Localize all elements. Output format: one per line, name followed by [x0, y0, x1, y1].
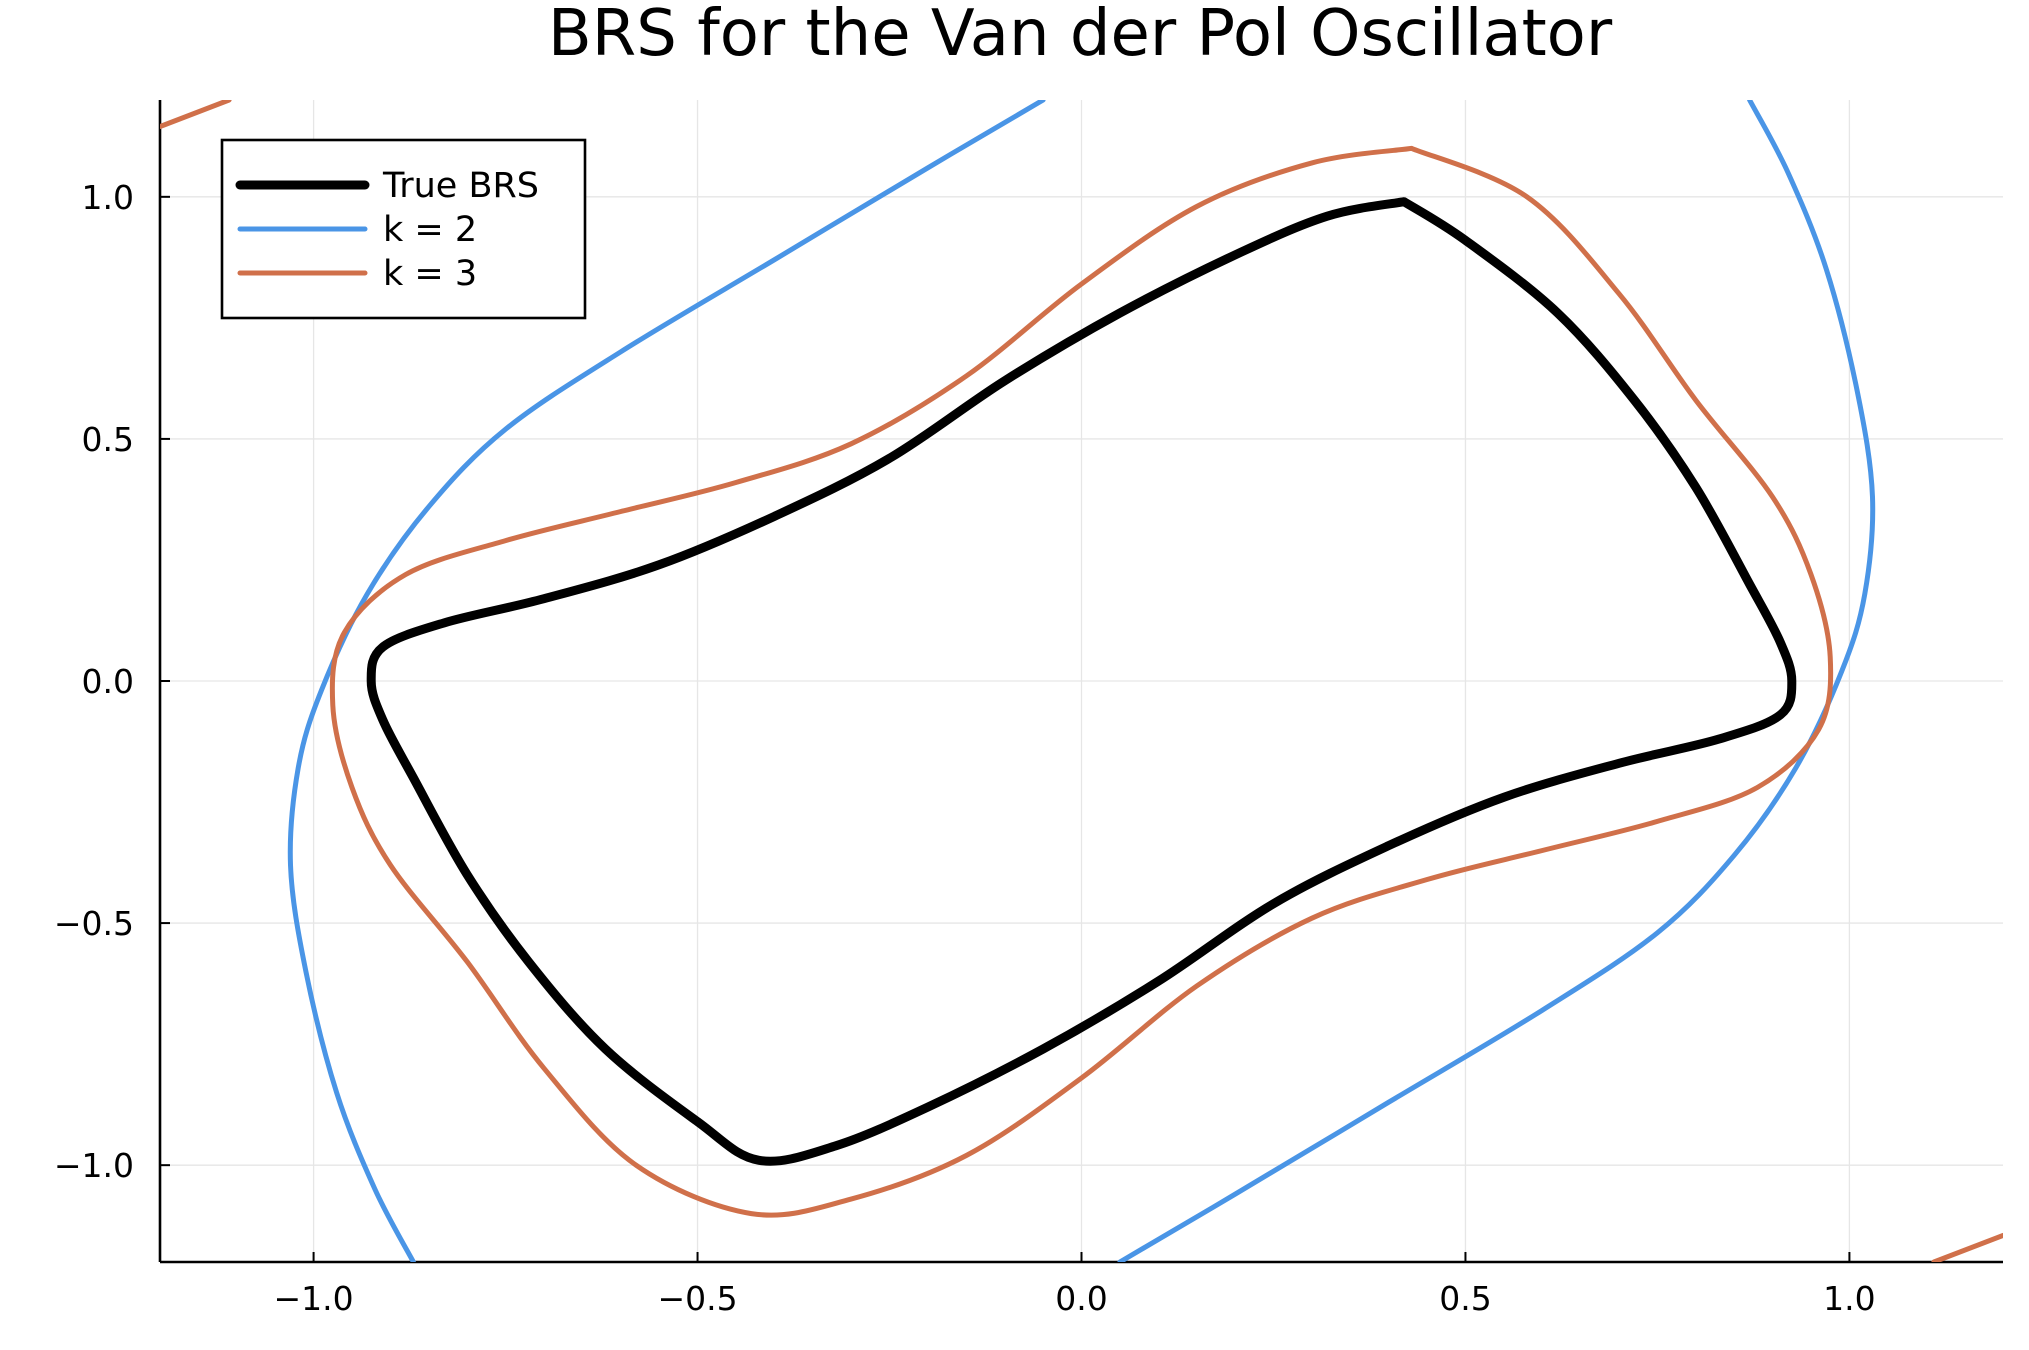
series-k-3-line — [329, 145, 1834, 1218]
y-tick-label: −1.0 — [54, 1146, 134, 1185]
series-layer — [160, 100, 2003, 1262]
x-tick-label: −0.5 — [657, 1279, 737, 1318]
series-k-2-line — [287, 100, 1046, 1262]
y-tick-label: 0.5 — [82, 420, 134, 459]
series-k-3-line — [160, 100, 232, 130]
series-k-2-line — [1117, 100, 1876, 1262]
x-tick-label: −1.0 — [274, 1279, 354, 1318]
y-tick-label: 0.0 — [82, 662, 134, 701]
legend-label: k = 2 — [383, 210, 477, 250]
y-axis-ticks: −1.0 −0.5 0.0 0.5 1.0 — [54, 178, 170, 1185]
series-k-3-line — [1931, 1232, 2003, 1262]
grid — [160, 100, 2003, 1262]
x-tick-label: 0.5 — [1439, 1279, 1491, 1318]
x-tick-label: 1.0 — [1823, 1279, 1875, 1318]
chart-title: BRS for the Van der Pol Oscillator — [548, 0, 1613, 71]
x-axis-ticks: −1.0 −0.5 0.0 0.5 1.0 — [274, 1252, 1876, 1318]
legend-label: k = 3 — [383, 254, 477, 294]
y-tick-label: −0.5 — [54, 904, 134, 943]
x-tick-label: 0.0 — [1055, 1279, 1107, 1318]
series-true-brs-line — [366, 197, 1797, 1166]
y-tick-label: 1.0 — [82, 178, 134, 217]
legend-label: True BRS — [382, 166, 539, 206]
